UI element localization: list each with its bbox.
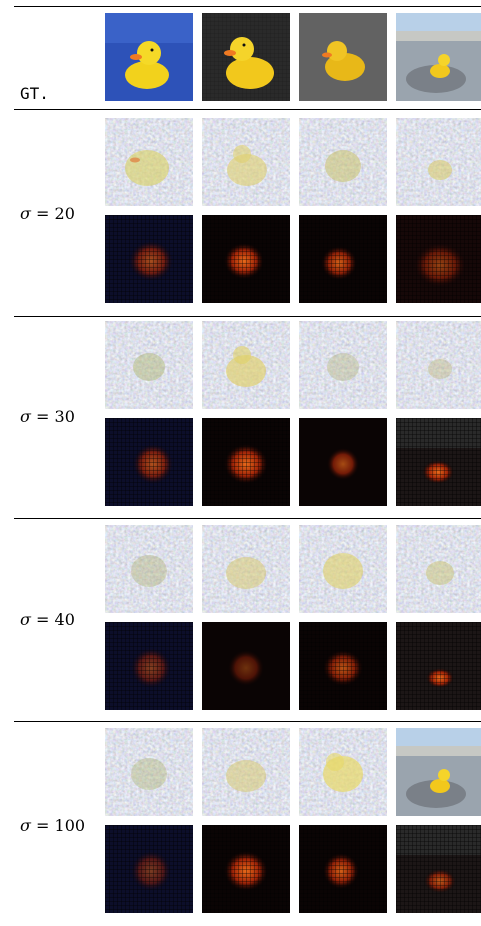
gt-image-2 xyxy=(202,13,290,101)
sigma-20-recon-1 xyxy=(105,118,193,206)
sigma-40-label: σ = 40 xyxy=(20,610,75,629)
sigma-40-heat-3 xyxy=(299,622,387,710)
sigma-100-heat-1 xyxy=(105,825,193,913)
rule-after-gt xyxy=(14,109,481,111)
sigma-30-heat-4 xyxy=(396,418,481,506)
sigma-40-heat-2 xyxy=(202,622,290,710)
sigma-100-heat-3 xyxy=(299,825,387,913)
sigma-40-recon-1 xyxy=(105,525,193,613)
sigma-30-heat-3 xyxy=(299,418,387,506)
gt-image-1 xyxy=(105,13,193,101)
sigma-100-heat-4 xyxy=(396,825,481,913)
sigma-30-recon-2 xyxy=(202,321,290,409)
gt-image-4 xyxy=(396,13,481,101)
sigma-symbol: σ xyxy=(20,204,31,223)
sigma-30-heat-2 xyxy=(202,418,290,506)
rule-after-sigma-20 xyxy=(14,316,481,318)
sigma-20-heat-2 xyxy=(202,215,290,303)
sigma-value: = 30 xyxy=(36,407,75,426)
gt-image-3 xyxy=(299,13,387,101)
sigma-40-recon-3 xyxy=(299,525,387,613)
sigma-symbol: σ xyxy=(20,816,31,835)
sigma-symbol: σ xyxy=(20,407,31,426)
rule-top xyxy=(14,6,481,8)
sigma-30-recon-3 xyxy=(299,321,387,409)
sigma-100-recon-3 xyxy=(299,728,387,816)
sigma-30-label: σ = 30 xyxy=(20,407,75,426)
sigma-value: = 40 xyxy=(36,610,75,629)
sigma-20-heat-4 xyxy=(396,215,481,303)
sigma-30-recon-1 xyxy=(105,321,193,409)
sigma-value: = 100 xyxy=(36,816,86,835)
sigma-40-recon-2 xyxy=(202,525,290,613)
sigma-100-label: σ = 100 xyxy=(20,816,85,835)
sigma-symbol: σ xyxy=(20,610,31,629)
gt-label: GT. xyxy=(20,84,49,103)
sigma-20-heat-1 xyxy=(105,215,193,303)
rule-after-sigma-40 xyxy=(14,721,481,723)
sigma-value: = 20 xyxy=(36,204,75,223)
sigma-20-heat-3 xyxy=(299,215,387,303)
sigma-30-recon-4 xyxy=(396,321,481,409)
sigma-20-recon-4 xyxy=(396,118,481,206)
rule-after-sigma-30 xyxy=(14,518,481,520)
sigma-40-heat-1 xyxy=(105,622,193,710)
sigma-100-recon-2 xyxy=(202,728,290,816)
sigma-40-recon-4 xyxy=(396,525,481,613)
sigma-20-label: σ = 20 xyxy=(20,204,75,223)
sigma-100-recon-4 xyxy=(396,728,481,816)
sigma-100-recon-1 xyxy=(105,728,193,816)
sigma-20-recon-2 xyxy=(202,118,290,206)
sigma-20-recon-3 xyxy=(299,118,387,206)
sigma-100-heat-2 xyxy=(202,825,290,913)
sigma-30-heat-1 xyxy=(105,418,193,506)
sigma-40-heat-4 xyxy=(396,622,481,710)
